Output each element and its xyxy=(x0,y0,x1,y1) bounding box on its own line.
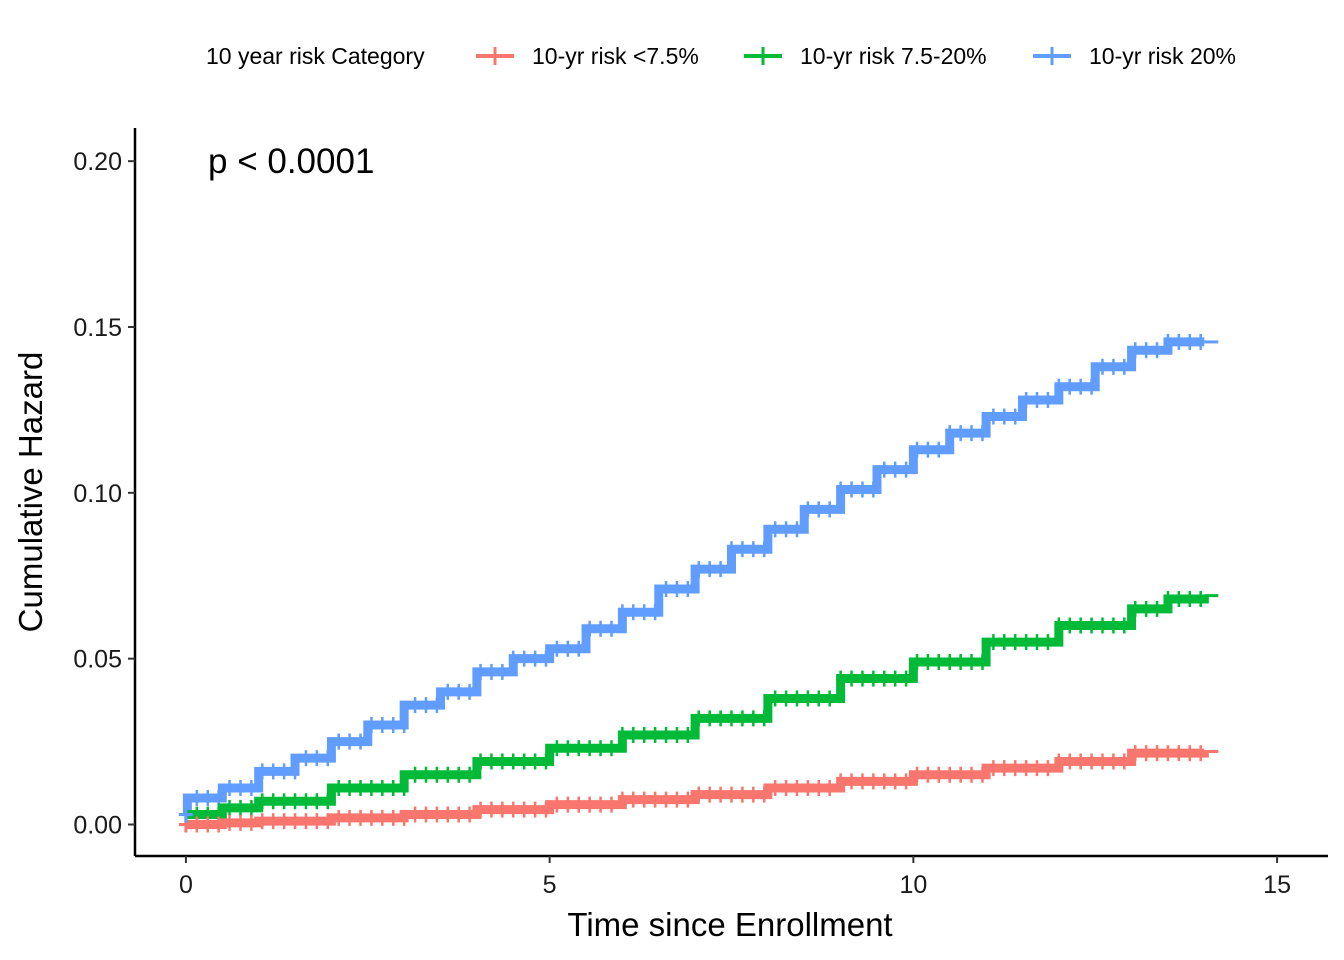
legend-entry-low-risk: 10-yr risk <7.5% xyxy=(532,43,699,69)
x-tick-label: 15 xyxy=(1263,871,1291,899)
y-tick-label: 0.00 xyxy=(73,811,122,839)
y-axis-title: Cumulative Hazard xyxy=(12,352,49,633)
x-tick-label: 0 xyxy=(179,871,193,899)
legend-entry-mid-risk: 10-yr risk 7.5-20% xyxy=(800,43,987,69)
legend-entry-high-risk: 10-yr risk 20% xyxy=(1089,43,1236,69)
series-line-mid-risk xyxy=(185,594,1209,820)
x-axis-title: Time since Enrollment xyxy=(567,906,892,943)
censor-marks-mid-risk xyxy=(195,590,1202,823)
y-tick-label: 0.05 xyxy=(73,646,122,674)
legend-title: 10 year risk Category xyxy=(206,43,425,69)
ticks: 0.00 0.05 0.10 0.15 0.20 0 5 10 15 xyxy=(73,148,1291,899)
y-tick-label: 0.15 xyxy=(73,314,122,342)
x-tick-label: 10 xyxy=(899,871,927,899)
censor-marks-low-risk xyxy=(195,745,1202,833)
p-value-annotation: p < 0.0001 xyxy=(208,142,374,181)
censor-marks-high-risk xyxy=(195,333,1202,806)
series-layer xyxy=(178,333,1219,833)
y-tick-label: 0.10 xyxy=(73,480,122,508)
x-tick-label: 5 xyxy=(543,871,557,899)
y-tick-label: 0.20 xyxy=(73,148,122,176)
legend: 10-yr risk <7.5% 10-yr risk 7.5-20% 10-yr … xyxy=(476,43,1236,69)
axes xyxy=(133,128,1328,858)
